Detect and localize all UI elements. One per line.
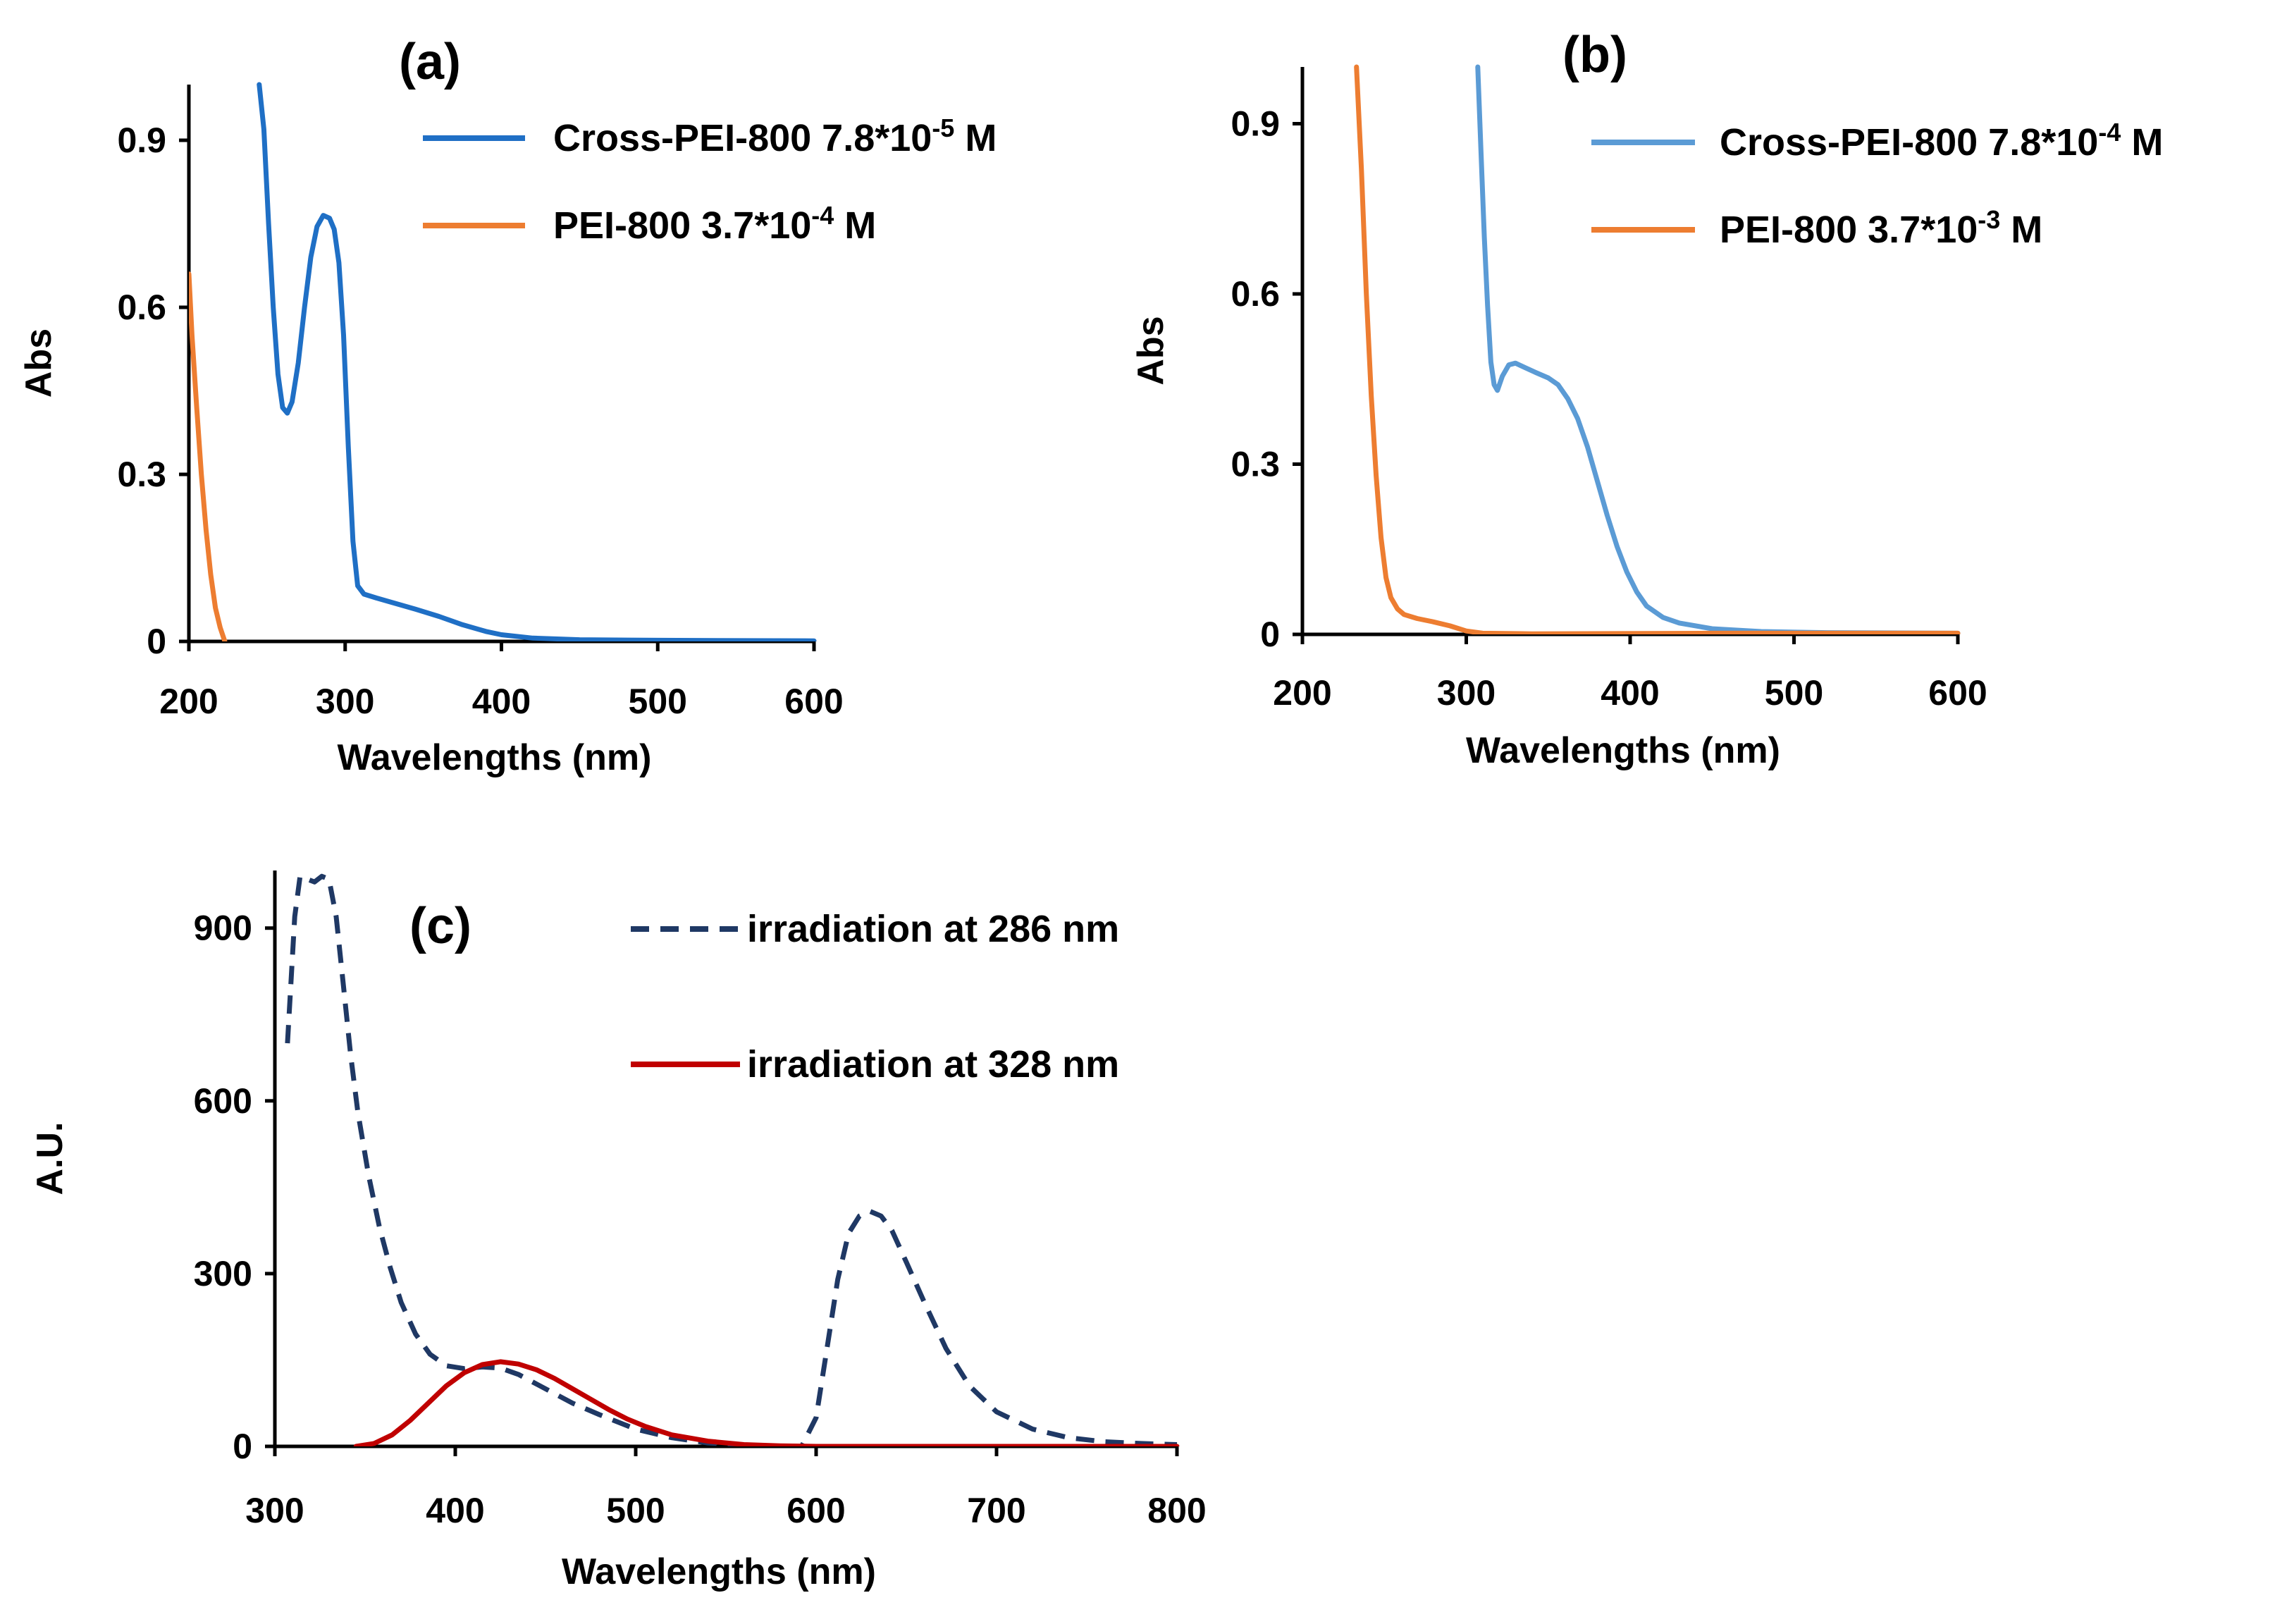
y-tick-label: 0 bbox=[1260, 615, 1280, 654]
chart-a: (a) 200 300 400 500 600 0 0.3 0.6 0.9 Wavelengths … bbox=[18, 34, 997, 778]
legend-label: PEI-800 3.7*10-3 M bbox=[1720, 205, 2042, 251]
x-tick-label: 300 bbox=[245, 1491, 304, 1530]
chart-c: (c) 300 400 500 600 700 800 0 300 600 900 Wavelengt… bbox=[30, 871, 1207, 1592]
series-line bbox=[285, 873, 1178, 1446]
y-tick-label: 0.6 bbox=[1231, 274, 1280, 314]
y-axis-label: Abs bbox=[1130, 316, 1171, 385]
x-tick-label: 800 bbox=[1147, 1491, 1206, 1530]
x-tick-label: 500 bbox=[1765, 673, 1823, 713]
legend-label: Cross-PEI-800 7.8*10-5 M bbox=[553, 113, 997, 159]
x-tick-label: 400 bbox=[472, 682, 531, 721]
chart-b: (b) 200 300 400 500 600 0 0.3 0.6 0.9 Wavelengths … bbox=[1130, 27, 2163, 771]
y-axis-label: A.U. bbox=[30, 1122, 70, 1195]
series-line bbox=[353, 1359, 1180, 1446]
x-tick-label: 600 bbox=[1928, 673, 1987, 713]
y-tick-label: 0.9 bbox=[117, 121, 166, 160]
chart-title: (a) bbox=[399, 34, 461, 90]
x-tick-label: 400 bbox=[426, 1491, 484, 1530]
y-tick-label: 0.9 bbox=[1231, 104, 1280, 144]
x-tick-label: 400 bbox=[1601, 673, 1659, 713]
series-line bbox=[257, 82, 817, 641]
x-tick-label: 200 bbox=[1273, 673, 1331, 713]
x-tick-label: 300 bbox=[1437, 673, 1496, 713]
legend-label: Cross-PEI-800 7.8*10-4 M bbox=[1720, 118, 2163, 164]
x-tick-label: 500 bbox=[629, 682, 687, 721]
y-tick-label: 300 bbox=[194, 1254, 252, 1293]
series-line bbox=[1475, 64, 1961, 634]
y-tick-label: 600 bbox=[194, 1081, 252, 1121]
y-tick-label: 0 bbox=[147, 622, 166, 661]
x-tick-label: 300 bbox=[316, 682, 374, 721]
y-tick-label: 0 bbox=[233, 1427, 252, 1466]
y-tick-label: 0.3 bbox=[117, 455, 166, 494]
x-axis-label: Wavelengths (nm) bbox=[1466, 730, 1780, 771]
y-tick-label: 900 bbox=[194, 909, 252, 948]
y-tick-label: 0.6 bbox=[117, 288, 166, 327]
x-tick-label: 600 bbox=[787, 1491, 845, 1530]
legend-label: PEI-800 3.7*10-4 M bbox=[553, 201, 876, 247]
series-line bbox=[1354, 64, 1961, 634]
x-axis-label: Wavelengths (nm) bbox=[562, 1551, 876, 1592]
x-axis-label: Wavelengths (nm) bbox=[338, 737, 652, 778]
series-line bbox=[189, 271, 228, 641]
x-tick-label: 600 bbox=[784, 682, 843, 721]
x-tick-label: 200 bbox=[159, 682, 218, 721]
chart-title: (c) bbox=[409, 898, 471, 954]
legend-label: irradiation at 286 nm bbox=[747, 908, 1119, 950]
chart-title: (b) bbox=[1562, 27, 1627, 83]
y-axis-label: Abs bbox=[18, 328, 59, 398]
legend-label: irradiation at 328 nm bbox=[747, 1043, 1119, 1085]
x-tick-label: 500 bbox=[606, 1491, 665, 1530]
y-tick-label: 0.3 bbox=[1231, 445, 1280, 484]
x-tick-label: 700 bbox=[967, 1491, 1025, 1530]
